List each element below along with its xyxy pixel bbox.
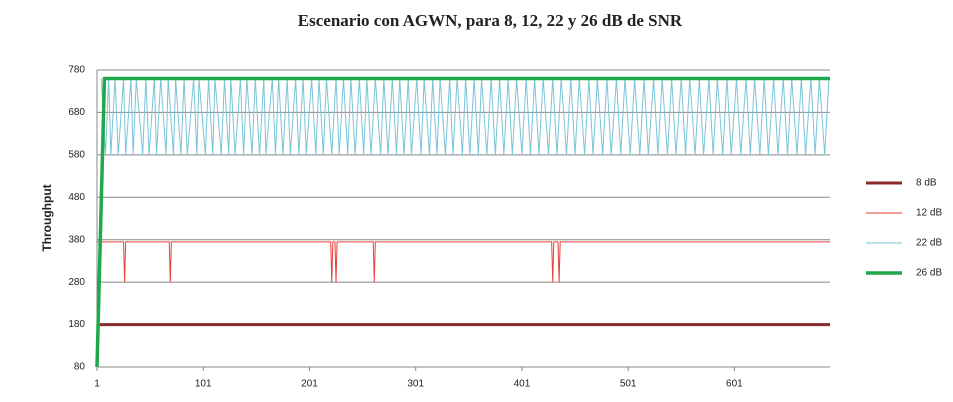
y-tick-label: 280 [68, 277, 85, 288]
x-tick-label: 401 [514, 379, 531, 390]
legend-label: 12 dB [916, 208, 942, 219]
y-tick-label: 380 [68, 234, 85, 245]
legend-label: 8 dB [916, 178, 937, 189]
series-line [97, 241, 830, 283]
y-tick-label: 780 [68, 65, 85, 76]
x-tick-label: 501 [620, 379, 637, 390]
y-axis-label: Throughput [40, 184, 54, 251]
series-line [95, 76, 830, 368]
x-tick-label: 601 [726, 379, 743, 390]
x-tick-label: 101 [195, 379, 212, 390]
x-tick-label: 301 [407, 379, 424, 390]
y-tick-label: 180 [68, 319, 85, 330]
y-tick-label: 580 [68, 149, 85, 160]
x-tick-label: 201 [301, 379, 318, 390]
x-tick-label: 1 [94, 379, 100, 390]
y-tick-label: 80 [74, 362, 86, 373]
y-tick-label: 480 [68, 192, 85, 203]
series-line [100, 77, 830, 156]
chart-title: Escenario con AGWN, para 8, 12, 22 y 26 … [298, 11, 683, 30]
legend-label: 22 dB [916, 238, 942, 249]
legend-label: 26 dB [916, 268, 942, 279]
y-tick-label: 680 [68, 107, 85, 118]
